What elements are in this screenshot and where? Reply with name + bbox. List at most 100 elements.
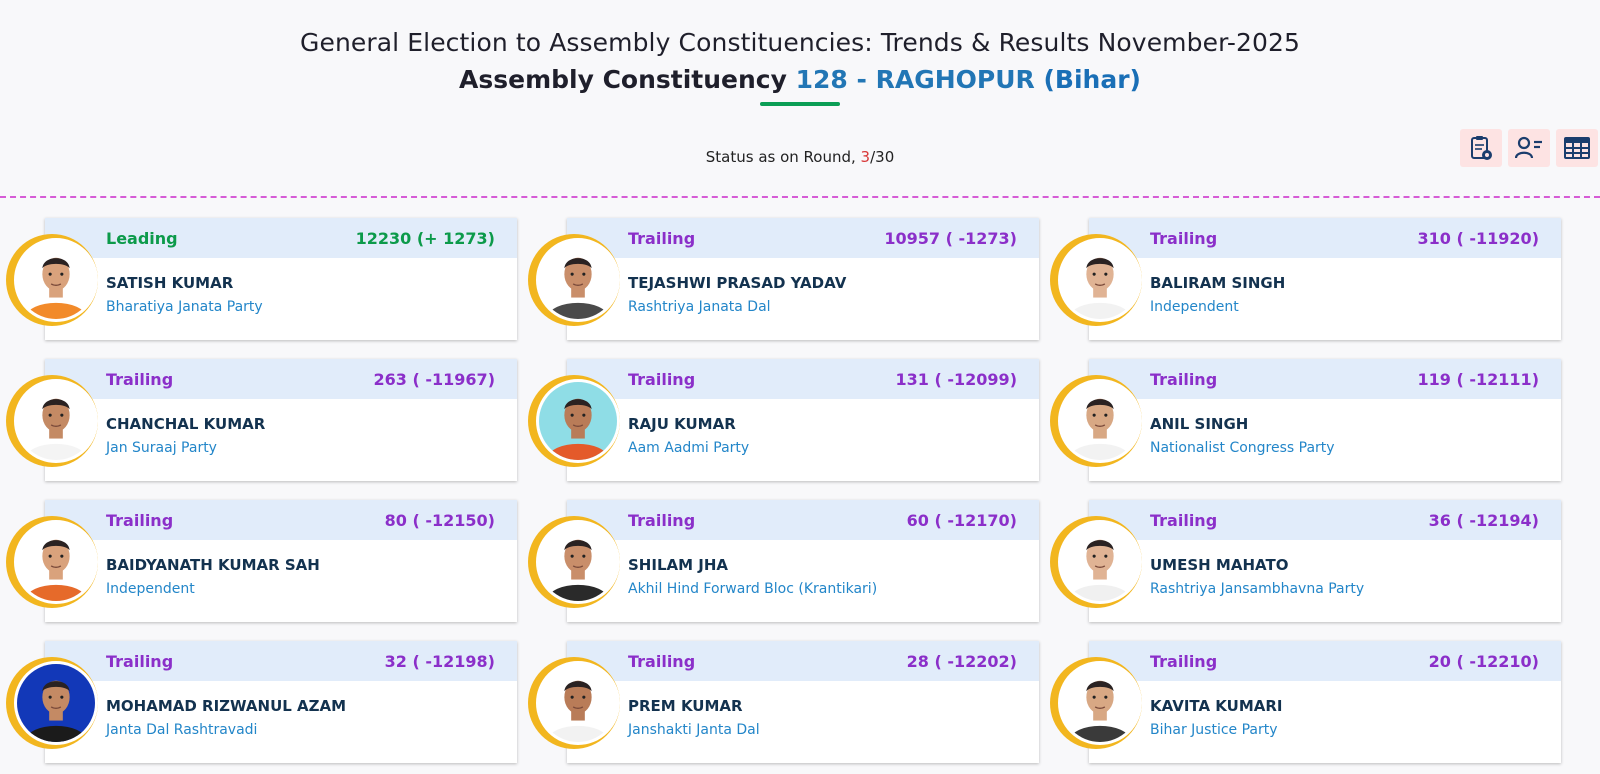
constituency-title: Assembly Constituency 128 - RAGHOPUR (Bi… (0, 60, 1600, 100)
view-toolbar (1460, 129, 1598, 167)
candidate-card-body: Trailing 28 ( -12202) PREM KUMAR Janshakti … (567, 641, 1039, 763)
candidate-votes: 12230 (+ 1273) (355, 228, 495, 248)
candidate-card-body: Trailing 60 ( -12170) SHILAM JHA Akhil Hind… (567, 500, 1039, 622)
candidate-portrait-icon (17, 382, 95, 460)
candidate-card-body: Leading 12230 (+ 1273) SATISH KUMAR Bharati… (45, 218, 517, 340)
candidate-party: Janshakti Janta Dal (628, 722, 760, 738)
candidate-status: Trailing (1150, 510, 1218, 530)
candidate-status: Trailing (1150, 228, 1218, 248)
candidate-card[interactable]: Trailing 80 ( -12150) BAIDYANATH KUMAR SAH… (6, 500, 517, 622)
candidate-status-bar: Trailing 36 ( -12194) (1089, 500, 1561, 540)
candidate-votes: 32 ( -12198) (384, 651, 495, 671)
candidate-card[interactable]: Trailing 32 ( -12198) MOHAMAD RIZWANUL AZA… (6, 641, 517, 763)
candidate-photo (536, 661, 620, 745)
candidate-photo (14, 520, 98, 604)
candidate-party: Jan Suraaj Party (106, 440, 217, 456)
constituency-prefix: Assembly Constituency (459, 65, 787, 94)
round-status: Status as on Round, 3/30 (0, 148, 1600, 166)
candidate-card[interactable]: Trailing 10957 ( -1273) TEJASHWI PRASAD YA… (528, 218, 1039, 340)
candidate-votes: 36 ( -12194) (1428, 510, 1539, 530)
candidate-name: TEJASHWI PRASAD YADAV (628, 274, 847, 292)
candidate-name: UMESH MAHATO (1150, 556, 1289, 574)
candidate-status-bar: Trailing 60 ( -12170) (567, 500, 1039, 540)
candidate-card[interactable]: Trailing 119 ( -12111) ANIL SINGH Nationali… (1050, 359, 1561, 481)
candidate-photo (1058, 520, 1142, 604)
candidate-status-bar: Trailing 119 ( -12111) (1089, 359, 1561, 399)
candidate-name: KAVITA KUMARI (1150, 697, 1283, 715)
candidate-portrait-icon (539, 241, 617, 319)
candidate-status-bar: Trailing 10957 ( -1273) (567, 218, 1039, 258)
candidate-votes: 119 ( -12111) (1417, 369, 1539, 389)
candidate-card[interactable]: Leading 12230 (+ 1273) SATISH KUMAR Bharati… (6, 218, 517, 340)
candidate-portrait-icon (1061, 664, 1139, 742)
candidate-card[interactable]: Trailing 131 ( -12099) RAJU KUMAR Aam Aadmi… (528, 359, 1039, 481)
candidate-status: Trailing (628, 651, 696, 671)
candidate-status-bar: Trailing 131 ( -12099) (567, 359, 1039, 399)
candidate-card[interactable]: Trailing 310 ( -11920) BALIRAM SINGH Indepe… (1050, 218, 1561, 340)
table-view-button[interactable] (1556, 129, 1598, 167)
page-title: General Election to Assembly Constituenc… (299, 28, 1301, 57)
candidate-card[interactable]: Trailing 60 ( -12170) SHILAM JHA Akhil Hind… (528, 500, 1039, 622)
candidate-portrait-icon (17, 523, 95, 601)
candidate-votes: 20 ( -12210) (1428, 651, 1539, 671)
candidate-card-body: Trailing 10957 ( -1273) TEJASHWI PRASAD YA… (567, 218, 1039, 340)
candidate-card-body: Trailing 131 ( -12099) RAJU KUMAR Aam Aadmi… (567, 359, 1039, 481)
candidate-portrait-icon (17, 664, 95, 742)
candidate-votes: 28 ( -12202) (906, 651, 1017, 671)
candidate-party: Rashtriya Jansambhavna Party (1150, 581, 1365, 597)
candidate-portrait-icon (1061, 382, 1139, 460)
candidate-portrait-icon (17, 241, 95, 319)
section-divider (0, 196, 1600, 198)
candidate-name: BAIDYANATH KUMAR SAH (106, 556, 320, 574)
candidate-votes: 60 ( -12170) (906, 510, 1017, 530)
candidate-photo (536, 379, 620, 463)
candidate-card-body: Trailing 32 ( -12198) MOHAMAD RIZWANUL AZA… (45, 641, 517, 763)
candidate-party: Bharatiya Janata Party (106, 299, 263, 315)
user-list-icon (1515, 136, 1542, 159)
candidate-status: Trailing (106, 369, 174, 389)
candidate-name: MOHAMAD RIZWANUL AZAM (106, 697, 347, 715)
candidate-party: Janta Dal Rashtravadi (106, 722, 258, 738)
candidate-party: Akhil Hind Forward Bloc (Krantikari) (628, 581, 878, 597)
candidate-votes: 310 ( -11920) (1417, 228, 1539, 248)
candidate-photo (536, 238, 620, 322)
candidate-photo (536, 520, 620, 604)
candidate-party: Independent (106, 581, 195, 597)
candidate-votes: 10957 ( -1273) (884, 228, 1017, 248)
candidate-status-bar: Leading 12230 (+ 1273) (45, 218, 517, 258)
candidate-status: Trailing (106, 651, 174, 671)
state-name: (Bihar) (1043, 65, 1141, 94)
candidate-party: Rashtriya Janata Dal (628, 299, 771, 315)
candidate-status-bar: Trailing 263 ( -11967) (45, 359, 517, 399)
candidate-card[interactable]: Trailing 263 ( -11967) CHANCHAL KUMAR Jan S… (6, 359, 517, 481)
constituency-number-name: 128 - RAGHOPUR (795, 65, 1035, 94)
clipboard-report-button[interactable] (1460, 129, 1502, 167)
candidate-photo (14, 379, 98, 463)
page-header: General Election to Assembly Constituenc… (0, 0, 1600, 106)
candidate-card-body: Trailing 263 ( -11967) CHANCHAL KUMAR Jan S… (45, 359, 517, 481)
candidate-status: Leading (106, 228, 178, 248)
candidate-status-bar: Trailing 310 ( -11920) (1089, 218, 1561, 258)
candidate-name: BALIRAM SINGH (1150, 274, 1286, 292)
candidate-card[interactable]: Trailing 36 ( -12194) UMESH MAHATO Rashtriy… (1050, 500, 1561, 622)
candidate-status: Trailing (106, 510, 174, 530)
candidate-status-bar: Trailing 80 ( -12150) (45, 500, 517, 540)
candidate-party: Bihar Justice Party (1150, 722, 1278, 738)
candidate-list-button[interactable] (1508, 129, 1550, 167)
round-status-prefix: Status as on Round, (705, 148, 861, 166)
candidate-votes: 263 ( -11967) (373, 369, 495, 389)
candidate-name: RAJU KUMAR (628, 415, 736, 433)
candidate-card[interactable]: Trailing 28 ( -12202) PREM KUMAR Janshakti … (528, 641, 1039, 763)
candidate-photo (14, 238, 98, 322)
candidate-card-body: Trailing 20 ( -12210) KAVITA KUMARI Bihar J… (1089, 641, 1561, 763)
total-rounds: /30 (870, 148, 895, 166)
candidate-status: Trailing (628, 510, 696, 530)
candidate-photo (1058, 661, 1142, 745)
candidate-status: Trailing (1150, 651, 1218, 671)
candidate-status-bar: Trailing 32 ( -12198) (45, 641, 517, 681)
candidate-party: Aam Aadmi Party (628, 440, 750, 456)
candidate-card-body: Trailing 80 ( -12150) BAIDYANATH KUMAR SAH… (45, 500, 517, 622)
candidate-name: SATISH KUMAR (106, 274, 234, 292)
candidate-card[interactable]: Trailing 20 ( -12210) KAVITA KUMARI Bihar J… (1050, 641, 1561, 763)
candidate-status-bar: Trailing 28 ( -12202) (567, 641, 1039, 681)
